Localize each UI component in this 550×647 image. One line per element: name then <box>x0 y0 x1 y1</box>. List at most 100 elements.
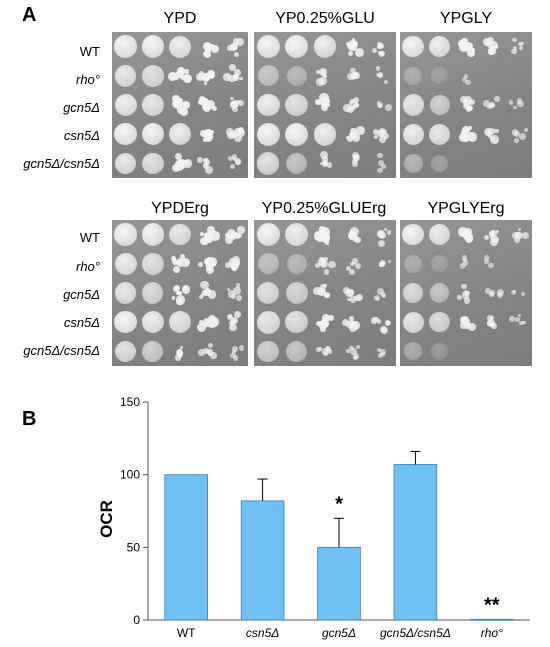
yeast-colony <box>463 127 468 133</box>
plate-yp-gluerg <box>254 220 396 366</box>
yeast-colony <box>356 344 360 349</box>
yeast-colony <box>510 48 517 55</box>
yeast-colony <box>484 255 490 261</box>
plate-ypderg <box>112 220 248 366</box>
yeast-colony <box>464 228 472 236</box>
yeast-colony <box>328 261 336 269</box>
yeast-colony <box>385 104 392 111</box>
yeast-spot <box>169 311 191 334</box>
plate-ypgly <box>400 32 532 178</box>
yeast-colony <box>464 233 473 242</box>
yeast-spot <box>256 281 280 305</box>
yeast-colony <box>175 153 183 161</box>
yeast-colony <box>319 284 326 290</box>
yeast-colony <box>203 257 212 266</box>
y-tick-label: 50 <box>127 540 141 554</box>
yeast-colony <box>349 347 357 355</box>
yeast-colony <box>493 139 498 144</box>
yeast-colony <box>352 154 360 162</box>
yeast-spot <box>431 67 448 85</box>
yeast-colony <box>229 163 235 170</box>
bar-0 <box>164 474 208 621</box>
bottom-title-yp-gluerg: YP0.25%GLUErg <box>261 200 387 217</box>
yeast-colony <box>207 49 211 53</box>
yeast-colony <box>174 354 182 361</box>
yeast-colony <box>459 96 467 104</box>
yeast-colony <box>380 292 386 297</box>
yeast-colony <box>314 263 320 269</box>
yeast-colony <box>319 230 329 241</box>
yeast-colony <box>349 269 356 276</box>
yeast-colony <box>196 157 203 164</box>
yeast-colony <box>208 352 212 356</box>
yeast-colony <box>239 76 243 81</box>
yeast-colony <box>202 158 208 163</box>
yeast-colony <box>321 348 329 355</box>
yeast-colony <box>380 349 386 355</box>
yeast-colony <box>172 296 176 300</box>
yeast-spot <box>256 310 280 334</box>
yeast-colony <box>378 159 384 166</box>
yeast-spot <box>114 252 137 275</box>
yeast-colony <box>207 318 217 329</box>
yeast-colony <box>204 288 210 293</box>
yeast-colony <box>198 71 204 77</box>
yeast-colony <box>230 294 237 300</box>
bar-4 <box>470 618 514 621</box>
yeast-colony <box>464 297 471 304</box>
yeast-colony <box>237 232 242 238</box>
yeast-spot <box>114 152 137 175</box>
yeast-colony <box>468 98 476 106</box>
yeast-colony <box>355 102 360 107</box>
yeast-spot <box>428 35 451 58</box>
yeast-colony <box>200 280 209 290</box>
yeast-colony <box>203 132 214 142</box>
yeast-colony <box>233 310 242 318</box>
yeast-spot <box>431 343 448 360</box>
yeast-colony <box>206 70 215 80</box>
yeast-colony <box>349 235 355 241</box>
yeast-colony <box>205 261 210 267</box>
yeast-colony <box>313 286 322 296</box>
yeast-colony <box>461 254 468 261</box>
yeast-colony <box>382 133 389 139</box>
yeast-colony <box>342 319 349 326</box>
yeast-colony <box>350 226 360 236</box>
yeast-spot <box>142 253 164 275</box>
yeast-spot <box>141 94 164 116</box>
yeast-colony <box>231 346 238 353</box>
yeast-colony <box>179 253 186 259</box>
yeast-colony <box>179 346 183 350</box>
yeast-colony <box>352 96 359 103</box>
yeast-colony <box>204 42 209 48</box>
yeast-spot <box>114 282 137 304</box>
yeast-colony <box>522 320 526 325</box>
yeast-colony <box>375 73 381 78</box>
yeast-colony <box>511 290 517 295</box>
yeast-colony <box>354 263 361 270</box>
bottom-row-label-wt: WT <box>79 230 100 245</box>
top-row-label-rho: rho° <box>76 72 100 87</box>
yeast-colony <box>346 349 350 353</box>
yeast-spot <box>285 310 308 334</box>
yeast-colony <box>230 96 234 100</box>
bottom-title-ypglyerg: YPGLYErg <box>427 200 505 217</box>
yeast-colony <box>227 156 234 162</box>
yeast-colony <box>322 160 328 166</box>
yeast-colony <box>349 131 355 138</box>
yeast-colony <box>237 100 244 107</box>
yeast-spot <box>286 340 308 362</box>
yeast-colony <box>203 236 211 243</box>
x-tick-label-0: WT <box>177 626 196 640</box>
yeast-colony <box>351 158 358 165</box>
yeast-colony <box>227 289 236 298</box>
yeast-colony <box>464 79 471 86</box>
yeast-colony <box>376 101 381 105</box>
yeast-colony <box>224 235 234 244</box>
yeast-colony <box>320 161 324 165</box>
yeast-colony <box>377 50 383 56</box>
yeast-colony <box>235 294 242 301</box>
yeast-colony <box>232 38 240 45</box>
yeast-colony <box>385 320 391 326</box>
